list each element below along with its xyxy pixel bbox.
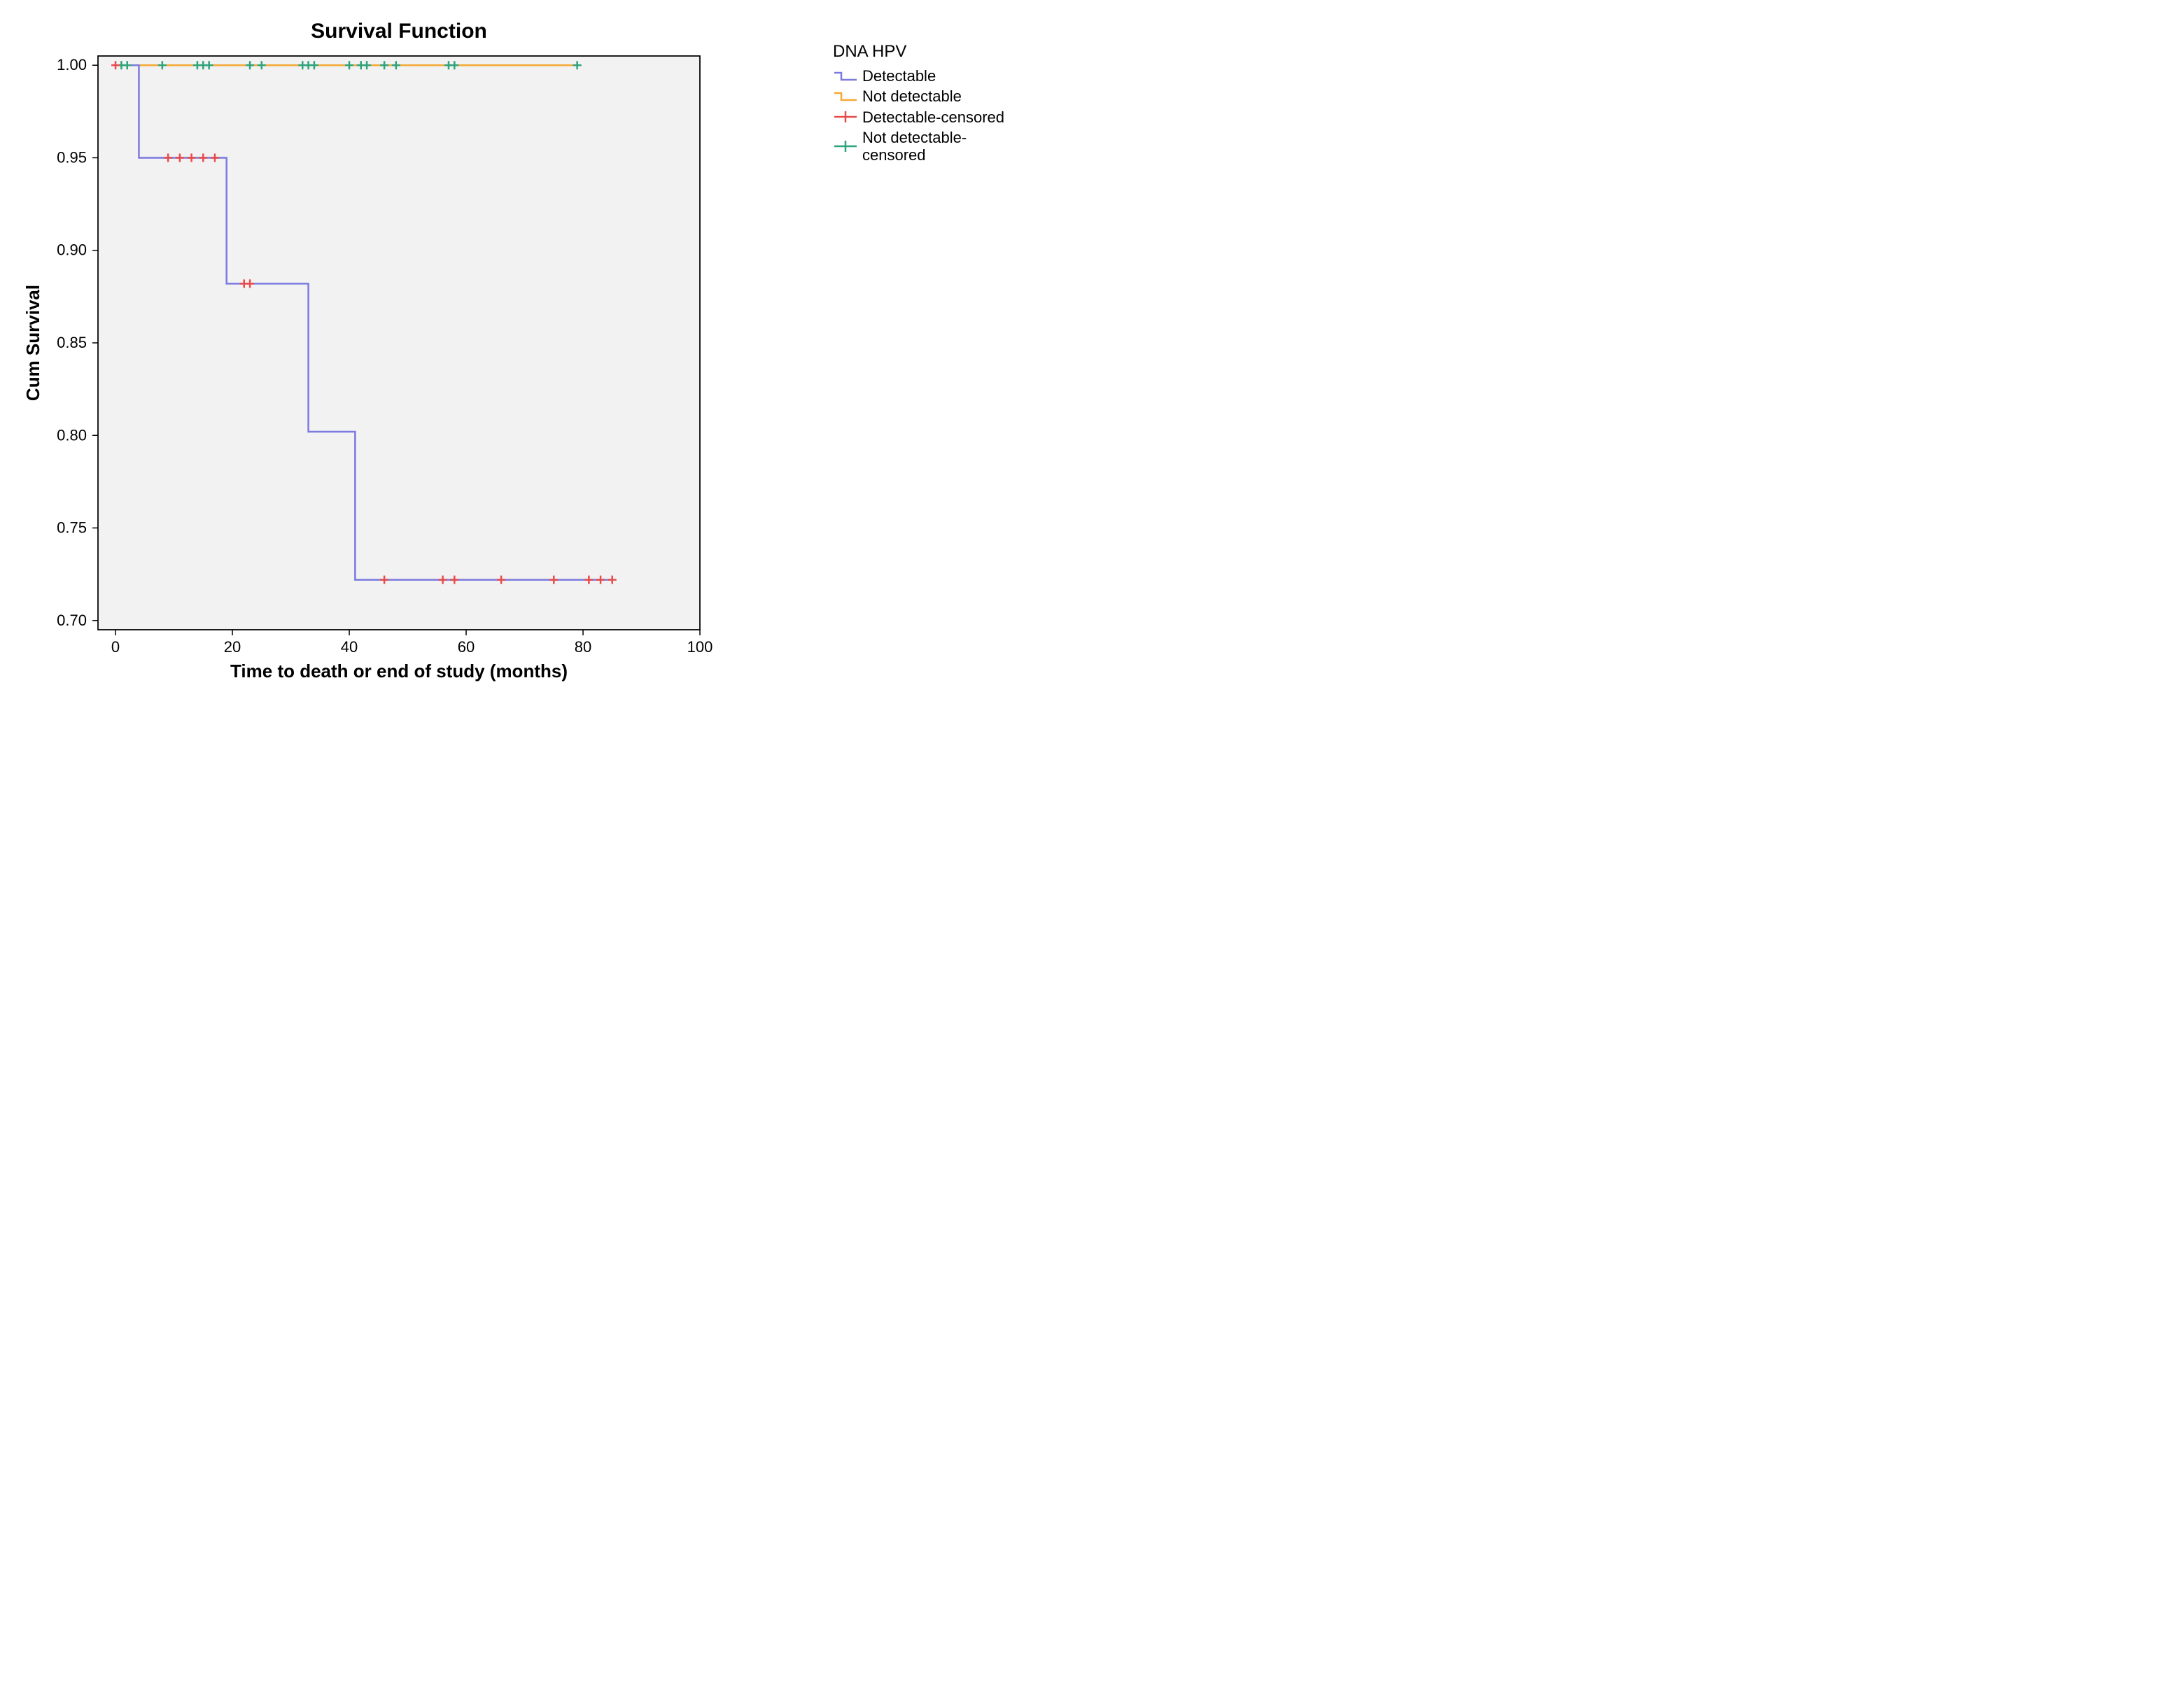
y-tick-label: 0.95	[57, 148, 87, 166]
legend-items: Detectable Not detectable Detectable-censo…	[833, 67, 1004, 164]
legend-swatch	[833, 69, 858, 83]
legend-title: DNA HPV	[833, 42, 1004, 62]
legend-item-detectable_line: Detectable	[833, 67, 1004, 85]
y-tick-label: 0.85	[57, 334, 87, 351]
plot-area	[98, 56, 700, 630]
survival-chart-svg: Survival Function 0 20 40 60 80 100 0.70 0.75 0.8…	[14, 14, 826, 700]
legend-item-not_detectable_line: Not detectable	[833, 87, 1004, 105]
legend-label: Not detectable	[862, 87, 962, 105]
legend-item-detectable_censored: Detectable-censored	[833, 108, 1004, 126]
legend-item-not_detectable_censored: Not detectable- censored	[833, 129, 1004, 164]
x-tick-label: 40	[341, 638, 358, 656]
y-axis-label: Cum Survival	[22, 285, 43, 401]
legend-label: Detectable	[862, 67, 936, 85]
x-axis-label: Time to death or end of study (months)	[230, 661, 568, 682]
y-tick-label: 0.90	[57, 241, 87, 259]
x-tick-label: 100	[687, 638, 713, 656]
y-tick-label: 1.00	[57, 56, 87, 73]
chart-container: Survival Function 0 20 40 60 80 100 0.70 0.75 0.8…	[14, 14, 2155, 700]
legend-label: Detectable-censored	[862, 108, 1004, 126]
y-tick-label: 0.70	[57, 612, 87, 629]
legend-label: Not detectable- censored	[862, 129, 967, 164]
y-tick-label: 0.75	[57, 519, 87, 537]
chart-title: Survival Function	[311, 20, 487, 43]
x-tick-label: 0	[111, 638, 120, 656]
x-tick-label: 60	[458, 638, 475, 656]
x-tick-label: 20	[224, 638, 241, 656]
x-tick-label: 80	[575, 638, 591, 656]
y-tick-label: 0.80	[57, 426, 87, 444]
legend-swatch	[833, 90, 858, 104]
legend-swatch	[833, 110, 858, 124]
legend: DNA HPV DetectableNot detectableDetectab…	[826, 14, 1004, 167]
legend-swatch	[833, 139, 858, 153]
